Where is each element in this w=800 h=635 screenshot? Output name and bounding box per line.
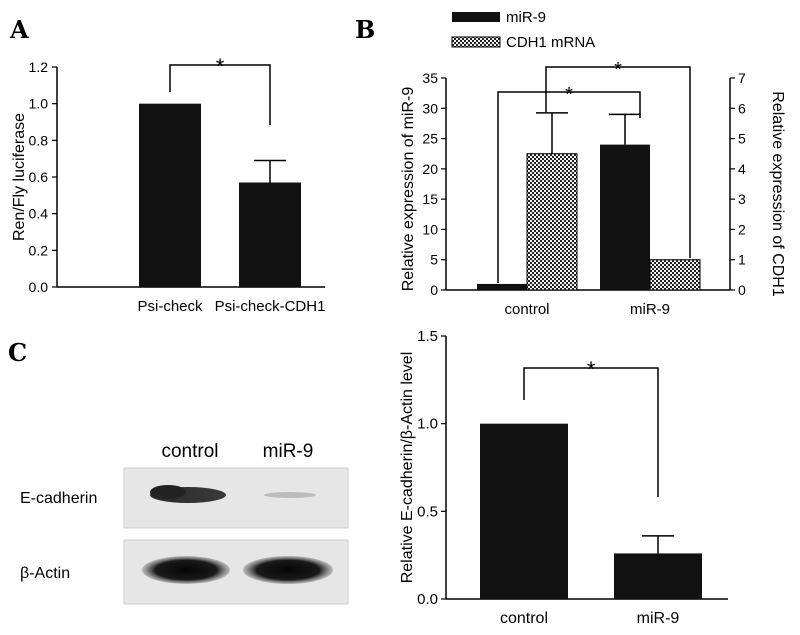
b-ytick-label-left: 35 — [422, 70, 438, 86]
a-ytick-label: 0.6 — [29, 169, 49, 185]
b-significance-outer — [545, 66, 691, 258]
panel-label-a: A — [9, 15, 29, 44]
b-ytick-label-right: 1 — [738, 252, 746, 268]
a-significance-star: * — [216, 54, 225, 79]
b-bar-mir9-0 — [477, 283, 527, 290]
c-ytick-label: 1.0 — [417, 416, 438, 433]
b-significance-inner-star: * — [565, 84, 573, 106]
band-ecadherin-mir9 — [264, 492, 316, 498]
b-x-tick-label-0: control — [504, 301, 549, 318]
c-x-tick-label-1: miR-9 — [637, 610, 680, 627]
b-ytick-label-right: 6 — [738, 100, 746, 116]
a-x-tick-label-0: Psi-check — [137, 298, 203, 315]
b-legend-label-mir9: miR-9 — [506, 9, 546, 26]
chart-a-luciferase: 0.0 0.2 0.4 0.6 0.8 1.0 1.2 Ren/Fly luciferase P… — [11, 54, 325, 315]
b-y-axis-label-right: Relative expression of CDH1 — [769, 91, 786, 297]
a-bar-1 — [239, 182, 301, 287]
a-ytick-label: 0.0 — [29, 279, 49, 295]
b-ytick-label-left: 5 — [430, 252, 438, 268]
panel-label-c: C — [8, 338, 27, 367]
b-ytick-label-left: 0 — [430, 282, 438, 298]
b-bar-cdh1-0 — [526, 153, 578, 291]
b-bar-cdh1-1 — [649, 259, 701, 291]
a-ytick-label: 1.2 — [29, 59, 49, 75]
c-bar-1 — [614, 553, 702, 599]
b-legend-swatch-mir9 — [452, 12, 500, 22]
a-bar-0 — [139, 103, 201, 288]
b-ytick-label-left: 25 — [422, 131, 438, 147]
blot-lane-mir9: miR-9 — [263, 441, 314, 462]
b-ytick-label-right: 7 — [738, 70, 746, 86]
a-ytick-label: 0.8 — [29, 132, 49, 148]
c-ytick-label: 1.5 — [417, 328, 438, 345]
b-ytick-label-right: 2 — [738, 221, 746, 237]
c-significance — [523, 367, 659, 497]
b-ytick-label-left: 10 — [422, 221, 438, 237]
b-ytick-label-right: 0 — [738, 282, 746, 298]
a-significance — [169, 64, 271, 125]
c-x-tick-label-0: control — [500, 610, 548, 627]
b-significance-outer-star: * — [614, 59, 622, 81]
band-actin-control — [142, 556, 230, 584]
panel-label-b: B — [355, 15, 375, 44]
blot-row-ecadherin: E-cadherin — [20, 490, 97, 507]
a-ytick-label: 0.4 — [29, 206, 49, 222]
a-y-axis-label: Ren/Fly luciferase — [11, 113, 28, 241]
b-legend-swatch-cdh1 — [451, 36, 501, 48]
b-bar-mir9-1 — [600, 144, 650, 290]
western-blot: control miR-9 E-cadherin β-Actin — [20, 441, 349, 605]
blot-row-actin: β-Actin — [20, 565, 70, 582]
b-ytick-label-right: 5 — [738, 131, 746, 147]
c-ytick-label: 0.0 — [417, 591, 438, 608]
a-x-tick-label-1: Psi-check-CDH1 — [215, 298, 326, 315]
a-ytick-label: 0.2 — [29, 242, 49, 258]
b-ytick-label-right: 3 — [738, 191, 746, 207]
b-ytick-label-right: 4 — [738, 161, 746, 177]
b-ytick-label-left: 15 — [422, 191, 438, 207]
a-ytick-label: 1.0 — [29, 96, 49, 112]
c-ytick-label: 0.5 — [417, 503, 438, 520]
b-x-tick-label-1: miR-9 — [630, 301, 670, 318]
b-y-axis-label-left: Relative expression of miR-9 — [400, 87, 417, 292]
chart-b-expression: 0 5 10 15 20 25 30 35 0 1 2 3 4 5 6 7 Relative expressio… — [400, 9, 786, 318]
b-ytick-label-left: 20 — [422, 161, 438, 177]
c-bar-0 — [480, 423, 568, 599]
b-legend-label-cdh1: CDH1 mRNA — [506, 34, 595, 51]
b-significance-inner — [497, 91, 641, 283]
band-ecadherin-control-core — [150, 485, 186, 499]
blot-lane-control: control — [161, 441, 218, 462]
b-ytick-label-left: 30 — [422, 100, 438, 116]
c-significance-star: * — [587, 357, 596, 382]
band-actin-mir9 — [243, 556, 333, 584]
c-y-axis-label: Relative E-cadherin/β-Actin level — [399, 352, 416, 584]
